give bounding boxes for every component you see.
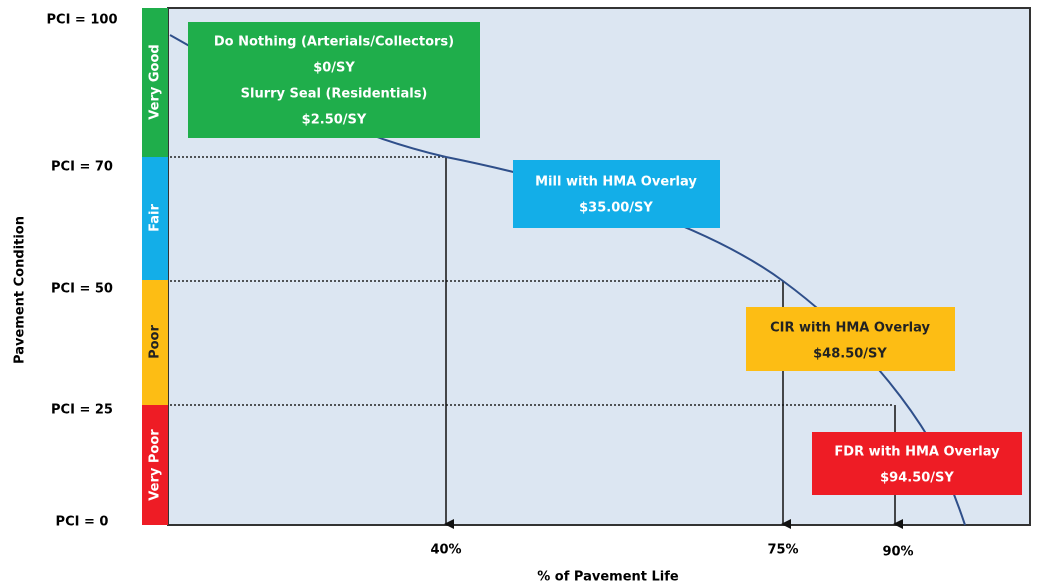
box-text: CIR with HMA Overlay bbox=[770, 321, 930, 336]
band-label: Very Good bbox=[148, 44, 163, 119]
band-poor bbox=[142, 280, 168, 405]
box-text: Mill with HMA Overlay bbox=[535, 175, 697, 190]
band-very-good bbox=[142, 8, 168, 157]
pci-label: PCI = 25 bbox=[51, 403, 113, 418]
x-axis-title: % of Pavement Life bbox=[537, 570, 679, 585]
x-tick-label: 90% bbox=[882, 545, 913, 560]
pci-label: PCI = 0 bbox=[56, 515, 109, 530]
pci-label: PCI = 70 bbox=[51, 160, 113, 175]
treatment-box bbox=[513, 160, 720, 228]
band-very-poor bbox=[142, 405, 168, 525]
pci-label: PCI = 100 bbox=[47, 13, 118, 28]
box-text: $94.50/SY bbox=[880, 471, 954, 486]
box-text: $35.00/SY bbox=[579, 201, 653, 216]
box-text: $48.50/SY bbox=[813, 347, 887, 362]
band-label: Very Poor bbox=[148, 429, 163, 501]
box-text: $2.50/SY bbox=[302, 113, 367, 128]
treatment-box bbox=[188, 22, 480, 138]
box-text: Slurry Seal (Residentials) bbox=[241, 87, 428, 102]
pci-label: PCI = 50 bbox=[51, 282, 113, 297]
box-text: FDR with HMA Overlay bbox=[834, 445, 1000, 460]
box-text: $0/SY bbox=[313, 61, 355, 76]
x-tick-label: 75% bbox=[767, 543, 798, 558]
band-label: Fair bbox=[148, 204, 163, 232]
band-fair bbox=[142, 157, 168, 280]
treatment-box bbox=[746, 307, 955, 371]
x-tick-label: 40% bbox=[430, 543, 461, 558]
treatment-box bbox=[812, 432, 1022, 495]
y-axis-title: Pavement Condition bbox=[13, 216, 28, 364]
band-label: Poor bbox=[148, 325, 163, 359]
box-text: Do Nothing (Arterials/Collectors) bbox=[214, 35, 454, 50]
guide-lines bbox=[170, 156, 893, 406]
